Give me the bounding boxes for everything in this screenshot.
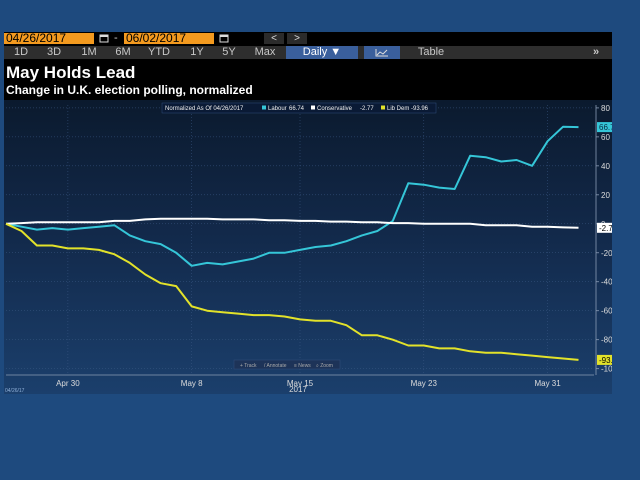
tab-3d[interactable]: 3D: [46, 46, 62, 58]
end-label-box-libdem: [597, 354, 612, 365]
previous-period-button[interactable]: <: [264, 33, 284, 44]
end-date-field[interactable]: 06/02/2017: [124, 32, 214, 44]
y-tick-label: -20: [601, 249, 612, 258]
series-line-conservative: [5, 217, 579, 229]
track-button[interactable]: + Track: [240, 363, 257, 369]
end-value-labels: 66.74 -2.77 -93.96: [597, 122, 612, 365]
legend-swatch-conservative: [311, 105, 315, 110]
legend-conservative-name: Conservative: [317, 106, 353, 112]
y-tick-label: -40: [601, 278, 612, 287]
calendar-icon[interactable]: [99, 33, 109, 43]
y-tick-label: -100: [601, 365, 612, 374]
chart-panel: 806040200-20-40-60-80-100 66.74-2.77-93.…: [4, 100, 612, 394]
x-tick-label: May 23: [411, 379, 438, 388]
y-tick-label: 80: [601, 104, 610, 113]
annotate-button[interactable]: / Annotate: [264, 363, 287, 369]
tab-ytd[interactable]: YTD: [148, 46, 170, 58]
legend-labour-value: 66.74: [289, 106, 305, 112]
x-axis-year-label: 2017: [289, 385, 307, 394]
y-tick-label: 40: [601, 162, 610, 171]
x-tick-label: Apr 30: [56, 379, 80, 388]
legend-labour-name: Labour: [268, 106, 287, 112]
series-lines: [5, 125, 579, 361]
legend-swatch-labour: [262, 105, 266, 110]
x-tick-label: May 31: [534, 379, 561, 388]
tab-1y[interactable]: 1Y: [190, 46, 204, 58]
end-label-box-labour: [597, 122, 612, 133]
series-line-labour: [5, 125, 579, 267]
series-line-libdem: [5, 222, 579, 361]
gridlines: [6, 105, 594, 373]
legend-title: Normalized As Of 04/26/2017: [165, 106, 244, 112]
date-range-bar: 04/26/2017 - 06/02/2017 < >: [4, 32, 612, 45]
end-label-conservative: -2.77: [599, 224, 612, 233]
y-tick-label: 20: [601, 191, 610, 200]
x-tick-label: May 8: [181, 379, 203, 388]
legend-libdem-name: Lib Dem: [387, 106, 409, 112]
table-view-button[interactable]: Table: [417, 46, 445, 58]
calendar-icon[interactable]: [219, 33, 229, 43]
tab-max[interactable]: Max: [254, 46, 276, 58]
news-button[interactable]: ≡ News: [294, 363, 311, 369]
tab-1d[interactable]: 1D: [13, 46, 29, 58]
page-title: May Holds Lead: [6, 63, 136, 82]
chart-view-button[interactable]: [364, 46, 400, 59]
chart-toolbar: + Track / Annotate ≡ News ⌕ Zoom: [233, 359, 341, 370]
legend-swatch-libdem: [381, 105, 385, 110]
tab-6m[interactable]: 6M: [115, 46, 131, 58]
page-subtitle: Change in U.K. election polling, normali…: [6, 83, 253, 97]
legend-libdem-value: -93.96: [411, 106, 429, 112]
tab-5y[interactable]: 5Y: [222, 46, 236, 58]
next-period-button[interactable]: >: [287, 33, 307, 44]
period-tab-bar: 1D 3D 1M 6M YTD 1Y 5Y Max Daily ▼ Table …: [4, 46, 612, 59]
tab-1m[interactable]: 1M: [81, 46, 97, 58]
end-label-libdem: -93.96: [599, 356, 612, 365]
x-axis: Apr 30 May 8 May 15 May 23 May 31: [6, 374, 594, 388]
end-label-box-conservative: [597, 222, 612, 233]
y-tick-label: 60: [601, 133, 610, 142]
expand-toolbar-button[interactable]: »: [592, 46, 600, 58]
zoom-button[interactable]: ⌕ Zoom: [316, 363, 333, 369]
legend-conservative-value: -2.77: [360, 106, 374, 112]
y-axis: 806040200-20-40-60-80-100: [595, 104, 612, 375]
start-date-field[interactable]: 04/26/2017: [4, 32, 94, 44]
y-tick-label: -80: [601, 336, 612, 345]
chart-title-area: May Holds Lead Change in U.K. election p…: [4, 60, 612, 100]
corner-date-stamp: 04/26/17: [5, 388, 25, 394]
line-chart-icon: [375, 49, 388, 57]
date-separator: -: [114, 32, 118, 44]
bloomberg-chart-window: 04/26/2017 - 06/02/2017 < > 1D 3D 1M 6M …: [4, 32, 612, 394]
y-tick-label: -60: [601, 307, 612, 316]
end-label-labour: 66.74: [599, 123, 612, 132]
line-chart: 806040200-20-40-60-80-100 66.74-2.77-93.…: [5, 102, 612, 394]
x-tick-label: May 15: [287, 379, 314, 388]
chart-legend: Normalized As Of 04/26/2017 Labour 66.74…: [161, 102, 437, 114]
frequency-dropdown[interactable]: Daily ▼: [286, 46, 358, 59]
